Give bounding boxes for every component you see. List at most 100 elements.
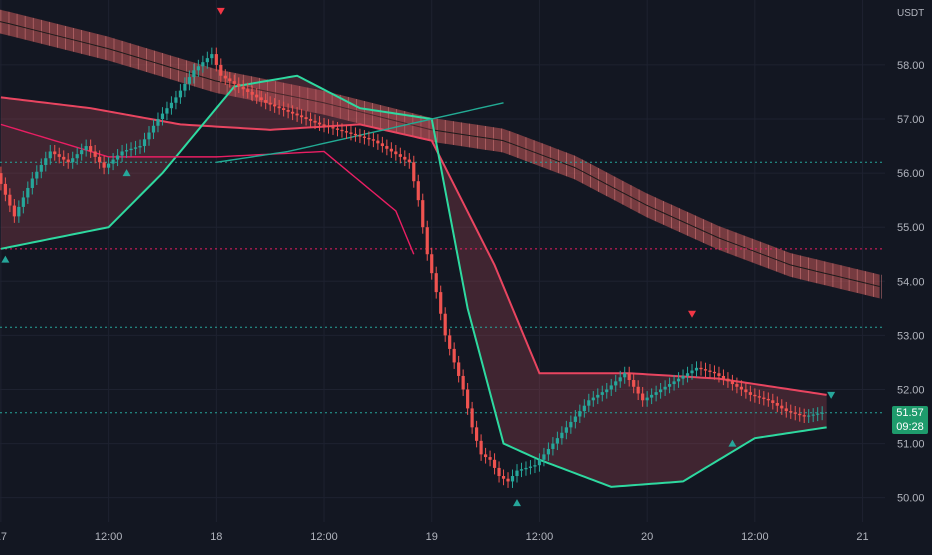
- candle-body: [326, 125, 331, 128]
- candle-body: [228, 78, 232, 82]
- ma-band: [0, 9, 882, 299]
- candle-body: [712, 371, 717, 374]
- candle-body: [62, 156, 66, 160]
- indicator-line-1: [0, 74, 827, 488]
- x-tick-label: 21: [856, 531, 868, 543]
- candle-body: [93, 151, 97, 157]
- candle-body: [84, 146, 88, 151]
- candle-body: [551, 443, 555, 449]
- candle-body: [483, 454, 488, 458]
- candle-body: [39, 164, 43, 172]
- candle-body: [650, 394, 654, 398]
- candle-body: [214, 54, 218, 65]
- candle-body: [129, 148, 133, 151]
- candle-body: [160, 113, 165, 120]
- candle-body: [757, 396, 761, 398]
- candle-body: [335, 128, 340, 130]
- candle-body: [115, 155, 120, 160]
- candle-body: [744, 389, 748, 393]
- candle-body: [80, 150, 84, 155]
- candle-body: [210, 54, 214, 59]
- candle-body: [53, 151, 57, 155]
- candle-body: [196, 66, 200, 71]
- candle-body: [636, 386, 640, 394]
- candle-body: [434, 273, 438, 293]
- candle-body: [255, 94, 259, 98]
- x-tick-label: 19: [426, 531, 438, 543]
- x-axis: 17 12:00 18 12:00 19 12:00 20 12:00 21: [0, 522, 932, 550]
- candle-body: [17, 206, 21, 217]
- candle-body: [672, 381, 676, 385]
- candle-body: [421, 200, 425, 228]
- candle-body: [555, 438, 559, 444]
- triangle-down-marker-2: [216, 7, 225, 15]
- candle-body: [784, 408, 788, 412]
- candle-body: [308, 119, 313, 121]
- candle-body: [98, 156, 102, 163]
- candle-body: [609, 385, 613, 390]
- candle-body: [102, 162, 106, 168]
- indicator-line-2: [0, 123, 415, 255]
- candle-body: [735, 384, 739, 387]
- candle-body: [147, 132, 151, 140]
- candle-body: [340, 129, 344, 132]
- candle-body: [627, 373, 631, 381]
- candle-body: [703, 369, 708, 371]
- candle-body: [789, 411, 793, 413]
- candles: [0, 47, 824, 488]
- x-tick-label: 12:00: [741, 531, 769, 543]
- candle-body: [21, 197, 25, 207]
- candle-body: [259, 97, 263, 101]
- y-tick-label: 56.00: [897, 168, 925, 180]
- countdown-label: 09:28: [896, 420, 924, 433]
- candle-body: [304, 117, 308, 120]
- candle-body: [151, 125, 156, 133]
- candle-body: [353, 133, 358, 136]
- candle-body: [12, 205, 16, 217]
- candle-body: [187, 77, 191, 84]
- candle-body: [138, 146, 142, 148]
- candle-body: [380, 143, 384, 147]
- candle-body: [107, 163, 111, 168]
- triangle-up-marker-5: [728, 439, 737, 447]
- candle-body: [578, 411, 582, 417]
- candle-body: [219, 64, 223, 76]
- indicator-lines: [0, 74, 827, 488]
- candle-body: [497, 467, 501, 477]
- candle-body: [362, 136, 367, 138]
- candle-body: [659, 389, 663, 393]
- candle-body: [654, 392, 658, 395]
- indicator-line-0: [0, 96, 827, 396]
- currency-label: USDT: [897, 8, 924, 19]
- candle-body: [376, 140, 380, 144]
- candle-body: [452, 348, 456, 363]
- x-tick-label: 20: [641, 531, 653, 543]
- candle-body: [407, 159, 411, 163]
- candle-body: [48, 151, 52, 159]
- y-tick-label: 54.00: [897, 276, 925, 288]
- candle-body: [232, 81, 236, 84]
- candle-body: [587, 400, 591, 406]
- candle-body: [120, 151, 124, 156]
- candle-body: [780, 405, 784, 409]
- candle-body: [730, 381, 735, 385]
- candle-body: [286, 109, 290, 112]
- candle-body: [542, 454, 546, 460]
- x-tick-label: 12:00: [526, 531, 554, 543]
- candle-body: [762, 397, 766, 399]
- candle-body: [124, 150, 129, 152]
- candle-body: [470, 408, 474, 428]
- candle-body: [30, 178, 34, 188]
- candle-body: [816, 413, 820, 415]
- candle-body: [416, 181, 420, 201]
- candle-body: [506, 478, 510, 482]
- candle-body: [501, 476, 506, 479]
- candle-body: [223, 75, 227, 79]
- candle-body: [479, 440, 483, 455]
- candle-body: [807, 415, 811, 417]
- candle-body: [142, 139, 147, 147]
- y-axis: USDT 58.00 57.00 56.00 55.00 54.00 53.00 52.00 5…: [885, 0, 932, 550]
- candle-body: [596, 394, 600, 398]
